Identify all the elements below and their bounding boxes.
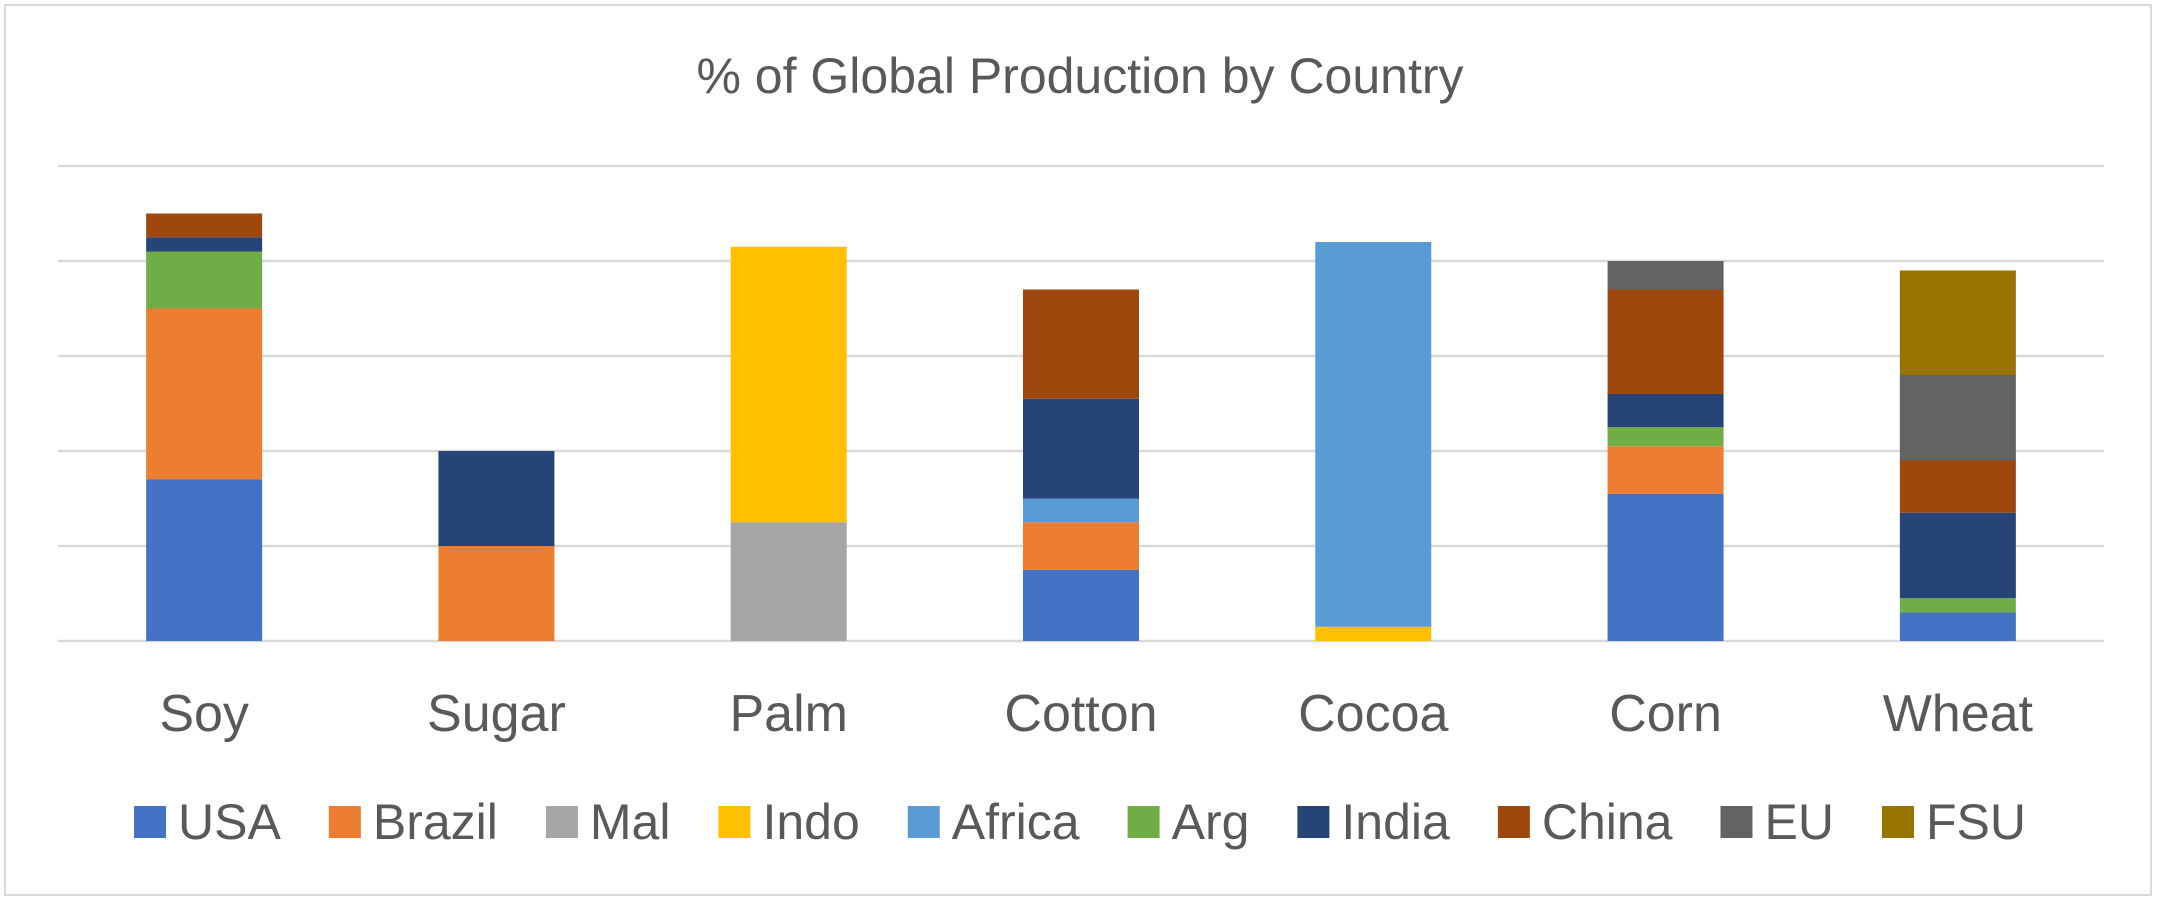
legend-label: FSU <box>1926 794 2026 850</box>
bar-segment <box>1899 512 2016 599</box>
legend-item[interactable]: Brazil <box>328 794 498 850</box>
bar-segment <box>1899 598 2016 613</box>
bar-segment <box>1899 375 2016 461</box>
bar-segment <box>1315 626 1432 641</box>
category-labels: Soy Sugar Palm Cotton Cocoa Corn Wheat <box>159 685 2033 743</box>
legend-swatch <box>1720 806 1753 838</box>
category-label: Soy <box>159 685 249 743</box>
category-label: Wheat <box>1883 685 2034 743</box>
bar-segment <box>146 479 263 641</box>
bar-segment <box>730 522 847 641</box>
legend-label: India <box>1341 794 1450 850</box>
legend-item[interactable]: Arg <box>1127 794 1250 850</box>
legend-swatch <box>1127 806 1160 838</box>
bar-segment <box>1607 394 1724 428</box>
bar-segment <box>1607 261 1724 290</box>
legend-label: Indo <box>762 794 859 850</box>
bar-segment <box>438 451 555 546</box>
legend-swatch <box>1297 806 1330 838</box>
bar-segment <box>1023 522 1139 570</box>
chart-svg: % of Global Production by Country Soy Sug… <box>58 48 2104 850</box>
legend-item[interactable]: China <box>1497 794 1673 850</box>
chart-title: % of Global Production by Country <box>696 48 1463 104</box>
bar-segment <box>1023 569 1139 641</box>
legend-item[interactable]: USA <box>134 794 281 850</box>
legend-item[interactable]: FSU <box>1881 794 2026 850</box>
bar-segment <box>1315 242 1432 627</box>
bars <box>146 213 2016 641</box>
bar-segment <box>438 546 555 641</box>
legend-label: China <box>1542 794 1673 850</box>
bar-segment <box>1899 612 2016 641</box>
bar-segment <box>146 251 263 309</box>
category-label: Palm <box>729 685 847 743</box>
legend-item[interactable]: Mal <box>545 794 671 850</box>
bar-segment <box>1899 270 2016 375</box>
category-label: Corn <box>1609 685 1722 743</box>
legend-item[interactable]: Africa <box>907 794 1080 850</box>
category-label: Cocoa <box>1298 685 1448 743</box>
legend-label: USA <box>178 794 281 850</box>
legend-swatch <box>545 806 578 838</box>
legend-swatch <box>1497 806 1530 838</box>
legend-item[interactable]: EU <box>1720 794 1834 850</box>
bar-segment <box>1607 427 1724 447</box>
bar-segment <box>146 308 263 480</box>
bar-segment <box>1607 446 1724 494</box>
bar-segment <box>146 237 263 252</box>
category-label: Cotton <box>1004 685 1157 743</box>
bar-segment <box>1899 460 2016 513</box>
legend-label: Brazil <box>373 794 498 850</box>
legend-swatch <box>328 806 361 838</box>
legend-swatch <box>907 806 940 838</box>
legend-label: Africa <box>952 794 1080 850</box>
bar-segment <box>1023 398 1139 499</box>
chart-frame: % of Global Production by Country Soy Sug… <box>4 4 2152 896</box>
legend-swatch <box>134 806 167 838</box>
bar-segment <box>1607 493 1724 641</box>
legend-item[interactable]: Indo <box>718 794 860 850</box>
bar-segment <box>1023 498 1139 523</box>
legend-label: Mal <box>590 794 671 850</box>
legend-label: Arg <box>1172 794 1250 850</box>
legend-swatch <box>1881 806 1914 838</box>
legend-swatch <box>718 806 751 838</box>
category-label: Sugar <box>427 685 566 743</box>
bar-segment <box>730 246 847 523</box>
legend-item[interactable]: India <box>1297 794 1450 850</box>
bar-segment <box>1023 289 1139 399</box>
bar-segment <box>146 213 263 238</box>
legend[interactable]: USA Brazil Mal Indo Africa Arg India China EU FSU <box>134 794 2026 850</box>
legend-label: EU <box>1764 794 1833 850</box>
bar-segment <box>1607 289 1724 394</box>
